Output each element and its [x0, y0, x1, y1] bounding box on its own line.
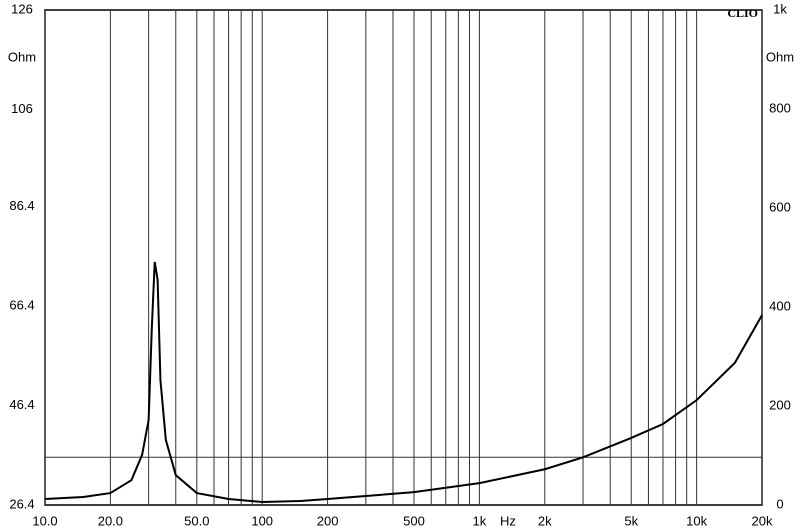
- y2-tick-label: 400: [769, 298, 791, 313]
- x-tick-label: 100: [251, 513, 273, 528]
- y2-tick-label: 1k: [773, 1, 787, 16]
- impedance-curve: [44, 261, 763, 504]
- y-tick-label: 66.4: [9, 298, 34, 313]
- y2-tick-label: 0: [776, 496, 783, 511]
- y2-tick-label: 600: [769, 199, 791, 214]
- y-axis-label: Ohm: [8, 49, 36, 64]
- x-tick-label: 20k: [752, 513, 773, 528]
- x-tick-label: 50.0: [184, 513, 209, 528]
- x-tick-label: 20.0: [98, 513, 123, 528]
- chart-title: CLIO: [727, 6, 758, 20]
- y2-tick-label: 200: [769, 397, 791, 412]
- y2-axis-label: Ohm: [766, 49, 794, 64]
- plot-frame: [44, 9, 763, 506]
- x-tick-label: 1k: [473, 513, 487, 528]
- y-tick-label: 46.4: [9, 397, 34, 412]
- x-tick-label: 5k: [624, 513, 638, 528]
- x-tick-label: 2k: [538, 513, 552, 528]
- y-tick-label: 86.4: [9, 198, 34, 213]
- y-tick-label: 26.4: [9, 496, 34, 511]
- x-tick-label: 10.0: [32, 513, 57, 528]
- y-tick-label: 106: [11, 101, 33, 116]
- y-tick-label: 126: [11, 1, 33, 16]
- y2-tick-label: 800: [769, 100, 791, 115]
- x-tick-label: 10k: [686, 513, 707, 528]
- x-tick-label: 500: [403, 513, 425, 528]
- x-tick-label: 200: [317, 513, 339, 528]
- x-axis-label: Hz: [500, 513, 516, 528]
